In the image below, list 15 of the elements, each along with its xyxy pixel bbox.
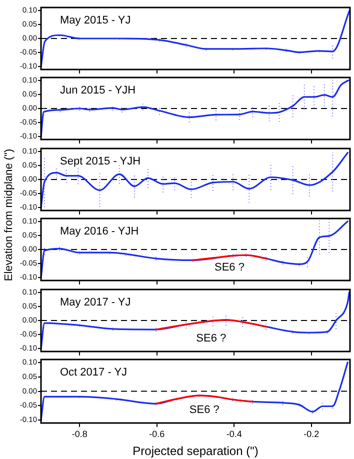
y-axis-title: Elevation from midplane (") <box>3 148 15 281</box>
text: May 2016 - YJH <box>60 226 139 238</box>
text: May 2015 - YJ <box>60 14 131 27</box>
x-tick-label: -0.2 <box>304 428 320 439</box>
x-tick-label: -0.8 <box>72 428 88 439</box>
text: Oct 2017 - YJ <box>60 366 128 379</box>
x-tick-label: -0.4 <box>226 428 242 439</box>
text: Jun 2015 - YJH <box>60 84 136 97</box>
annotation: SE6 ? <box>214 262 244 274</box>
x-tick-label: -0.6 <box>149 428 165 439</box>
annotation: SE6 ? <box>189 404 220 416</box>
text: May 2017 - YJ <box>60 296 131 308</box>
annotation: SE6 ? <box>196 332 226 344</box>
x-axis-title: Projected separation (") <box>132 444 258 458</box>
text: Sept 2015 - YJH <box>60 155 141 168</box>
